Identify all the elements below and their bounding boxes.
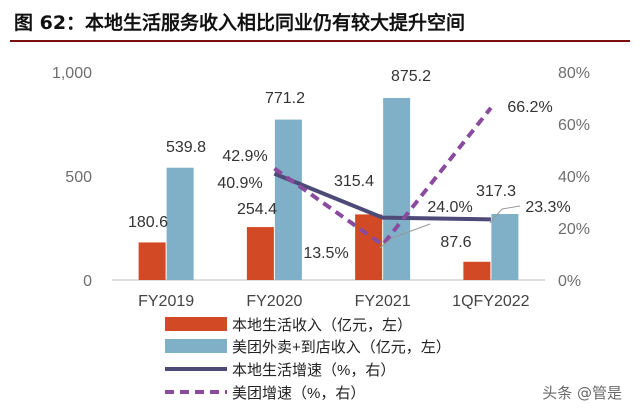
local-revenue-bar	[138, 242, 166, 280]
right-axis-tick: 80%	[558, 65, 590, 82]
local-revenue-label: 180.6	[128, 214, 168, 231]
left-axis-tick: 0	[83, 273, 92, 290]
right-axis-tick: 60%	[558, 117, 590, 134]
right-axis-tick: 20%	[558, 221, 590, 238]
meituan-revenue-bar	[383, 97, 411, 280]
x-axis-tick: 1QFY2022	[452, 293, 529, 310]
local-growth-line	[273, 171, 491, 222]
meituan-growth-label: 42.9%	[222, 148, 267, 165]
local-revenue-bar	[246, 227, 274, 280]
right-axis-tick: 0%	[558, 273, 581, 290]
legend-swatch	[165, 317, 227, 331]
x-axis-tick: FY2021	[355, 293, 411, 310]
x-axis-tick: FY2019	[138, 293, 194, 310]
local-revenue-label: 315.4	[334, 173, 374, 190]
legend-label: 本地生活增速（%，右）	[232, 362, 395, 379]
local-revenue-label: 254.4	[237, 201, 277, 218]
meituan-revenue-label: 875.2	[391, 68, 431, 85]
watermark: 头条 @管是	[542, 384, 622, 402]
left-axis-tick: 500	[65, 169, 92, 186]
local-revenue-bar	[355, 214, 383, 280]
local-growth-label: 23.3%	[525, 199, 570, 216]
title-rule	[10, 40, 630, 42]
meituan-revenue-label: 539.8	[166, 139, 206, 156]
meituan-revenue-bar	[166, 167, 194, 280]
label-leader-line	[489, 205, 521, 224]
legend-label: 本地生活收入（亿元，左）	[232, 317, 412, 334]
meituan-revenue-bar	[491, 214, 519, 280]
local-growth-label: 40.9%	[217, 175, 262, 192]
local-revenue-bar	[463, 261, 491, 280]
meituan-revenue-label: 317.3	[476, 183, 516, 200]
chart-title: 图 62：本地生活服务收入相比同业仍有较大提升空间	[14, 12, 466, 34]
left-axis-tick: 1,000	[52, 65, 92, 82]
local-growth-label: 24.0%	[427, 199, 472, 216]
meituan-revenue-label: 771.2	[265, 90, 305, 107]
local-revenue-label: 87.6	[440, 234, 471, 251]
legend-swatch	[165, 339, 227, 353]
legend-label: 美团外卖+到店收入（亿元，左）	[232, 339, 451, 356]
meituan-growth-line	[273, 106, 493, 247]
x-axis-tick: FY2020	[246, 293, 302, 310]
legend-label: 美团增速（%，右）	[232, 385, 365, 402]
meituan-growth-label: 13.5%	[303, 245, 348, 262]
label-leader-line	[379, 223, 431, 249]
meituan-growth-label: 66.2%	[507, 99, 552, 116]
meituan-revenue-bar	[274, 119, 302, 281]
right-axis-tick: 40%	[558, 169, 590, 186]
